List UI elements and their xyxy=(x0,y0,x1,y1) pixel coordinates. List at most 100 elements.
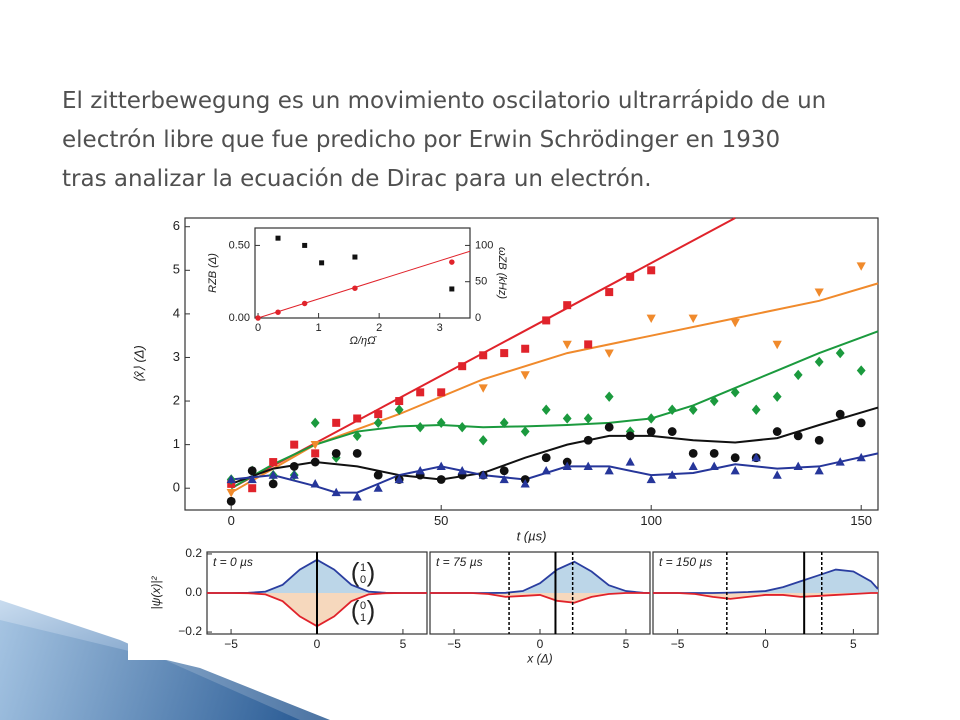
vector-entry: 0 xyxy=(360,600,366,612)
marker xyxy=(772,340,782,350)
marker xyxy=(500,349,509,358)
marker xyxy=(605,288,614,297)
x-axis-label: t (µs) xyxy=(517,529,547,544)
curve xyxy=(430,592,650,604)
x-tick-label: 0 xyxy=(762,637,769,651)
y-tick-label: −0.2 xyxy=(178,624,202,638)
y-tick-label: 0.00 xyxy=(229,312,250,324)
marker xyxy=(269,458,278,467)
marker xyxy=(521,344,530,353)
marker xyxy=(604,465,614,475)
x-tick-label: 5 xyxy=(850,637,857,651)
marker xyxy=(793,369,803,381)
marker xyxy=(835,347,845,359)
marker xyxy=(457,465,467,475)
inset-background xyxy=(255,228,470,318)
marker xyxy=(394,404,404,415)
marker xyxy=(730,453,740,463)
marker xyxy=(449,259,455,265)
marker xyxy=(604,422,614,432)
text-line: tras analizar la ecuación de Dirac para … xyxy=(62,166,652,192)
marker xyxy=(226,474,236,484)
fit-line xyxy=(257,250,471,319)
marker xyxy=(688,314,698,324)
marker xyxy=(647,266,656,275)
marker xyxy=(541,404,551,415)
marker xyxy=(688,404,698,415)
marker xyxy=(395,397,404,406)
marker xyxy=(584,340,593,349)
marker xyxy=(709,448,719,458)
marker xyxy=(562,461,572,471)
marker xyxy=(436,417,446,429)
marker xyxy=(856,452,866,462)
area xyxy=(430,561,650,593)
marker xyxy=(478,470,488,479)
marker xyxy=(437,388,446,397)
marker xyxy=(415,465,425,475)
marker xyxy=(793,461,803,471)
marker xyxy=(814,288,824,297)
marker xyxy=(275,235,281,241)
marker xyxy=(289,462,299,471)
vector-bracket: ( ) xyxy=(351,557,376,587)
panel-title: t = 75 µs xyxy=(436,555,483,569)
marker xyxy=(730,387,740,398)
figure-background xyxy=(128,212,880,660)
marker xyxy=(562,340,572,350)
x-tick-label: −5 xyxy=(671,637,685,651)
x-tick-label: 0 xyxy=(537,637,544,651)
y-axis-label: ⟨x̂⟩ (Δ) xyxy=(131,345,146,383)
y-tick-label: 0.50 xyxy=(229,239,250,251)
marker xyxy=(268,479,278,489)
marker xyxy=(667,470,677,479)
marker xyxy=(479,351,488,360)
marker xyxy=(730,318,740,328)
marker xyxy=(436,475,446,484)
marker xyxy=(625,457,635,466)
marker xyxy=(835,457,845,466)
y-axis-label: |ψ(x)|² xyxy=(149,576,163,610)
marker xyxy=(248,484,257,493)
marker xyxy=(499,417,509,429)
x-tick-label: 1 xyxy=(316,322,322,334)
x-tick-label: 100 xyxy=(640,513,662,528)
marker xyxy=(352,254,358,260)
fit-line xyxy=(230,282,879,494)
marker xyxy=(583,461,593,471)
vector-bracket: ( ) xyxy=(351,595,376,625)
x-tick-label: 0 xyxy=(228,513,235,528)
marker xyxy=(626,272,635,281)
fit-line xyxy=(230,406,879,485)
marker xyxy=(290,440,299,449)
marker xyxy=(226,496,236,506)
marker xyxy=(688,461,698,471)
marker xyxy=(604,391,614,402)
marker xyxy=(268,470,278,479)
y-axis-label: RZB (Δ) xyxy=(207,253,219,293)
x-tick-label: −5 xyxy=(447,637,461,651)
y-tick-label: 5 xyxy=(173,262,180,277)
y-tick-label: 2 xyxy=(173,392,180,407)
marker xyxy=(310,457,320,467)
y2-axis-label: ωZB (kHz) xyxy=(496,247,508,299)
x-tick-label: 0 xyxy=(314,637,321,651)
y2-tick-label: 100 xyxy=(475,239,493,251)
marker xyxy=(352,430,362,442)
marker xyxy=(604,349,614,358)
text-line: electrón libre que fue predicho por Erwi… xyxy=(62,127,781,153)
x-tick-label: 5 xyxy=(623,637,630,651)
vector-entry: 1 xyxy=(360,562,366,574)
marker xyxy=(449,286,455,292)
x-tick-label: 150 xyxy=(850,513,872,528)
marker xyxy=(289,470,299,479)
marker xyxy=(310,441,320,450)
plot-frame xyxy=(184,217,879,511)
marker xyxy=(772,427,782,436)
decoration xyxy=(0,620,330,720)
x-tick-label: 50 xyxy=(434,513,448,528)
y-tick-label: 4 xyxy=(173,305,180,320)
y-tick-label: 0 xyxy=(173,480,180,495)
